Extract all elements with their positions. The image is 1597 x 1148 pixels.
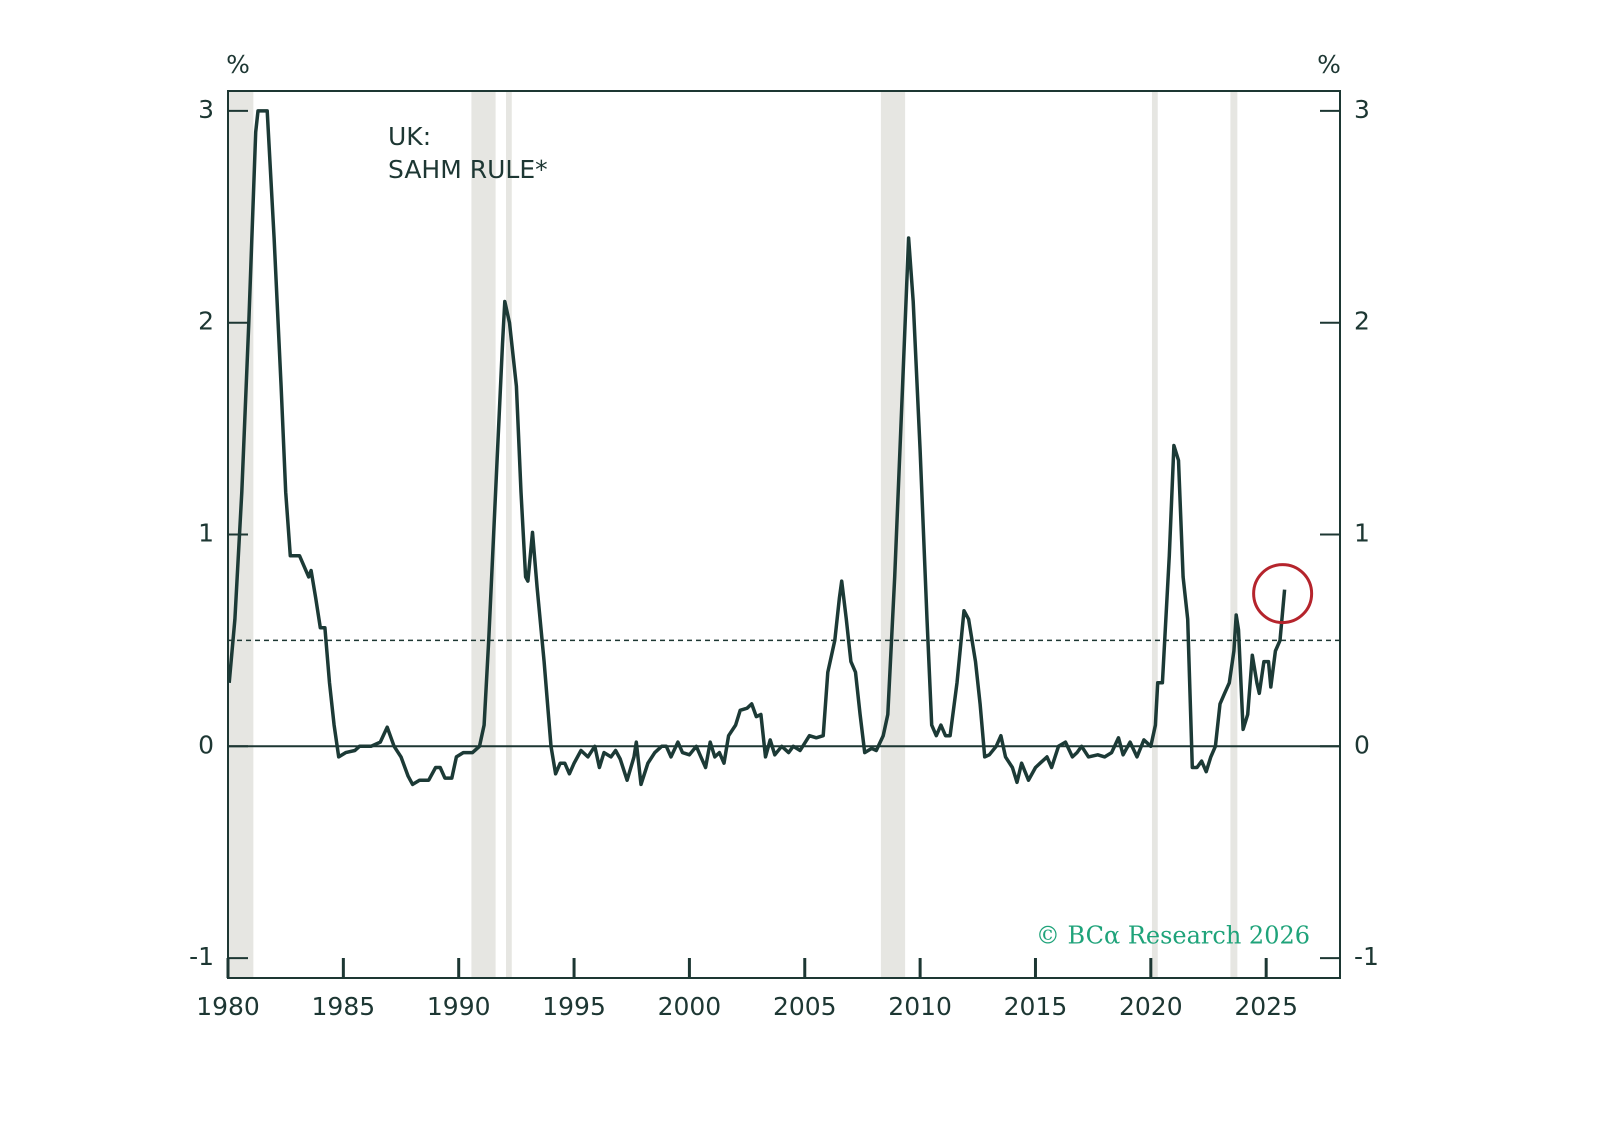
y2-tick-label: 0 (1354, 730, 1370, 759)
x-tick-label: 2025 (1234, 992, 1298, 1021)
x-tick-label: 1980 (196, 992, 260, 1021)
x-tick-label: 1985 (312, 992, 376, 1021)
y2-tick-label: 2 (1354, 307, 1370, 336)
recession-band (1230, 91, 1238, 978)
x-tick-label: 2020 (1119, 992, 1183, 1021)
y-unit: % (226, 50, 250, 79)
x-tick-label: 1995 (542, 992, 606, 1021)
y2-tick-label: -1 (1354, 942, 1379, 971)
y2-tick-label: 1 (1354, 519, 1370, 548)
recessions (228, 91, 1238, 978)
y-tick-label: 3 (198, 95, 214, 124)
y-tick-label: -1 (189, 942, 214, 971)
chart-title: UK: (388, 122, 431, 151)
y-tick-label: 2 (198, 307, 214, 336)
x-tick-label: 2005 (773, 992, 837, 1021)
y2-unit: % (1317, 50, 1341, 79)
recession-band (880, 91, 906, 978)
recession-band (471, 91, 496, 978)
x-tick-label: 2000 (658, 992, 722, 1021)
recession-band (1151, 91, 1158, 978)
highlight-circle (1252, 563, 1314, 625)
plot-frame (227, 90, 1341, 979)
recession-band (506, 91, 512, 978)
chart-title: SAHM RULE* (388, 155, 548, 184)
source: © BCα Research 2026 (1036, 922, 1310, 950)
x-tick-label: 1990 (427, 992, 491, 1021)
x-tick-label: 2010 (888, 992, 952, 1021)
series-line (227, 109, 1287, 787)
y-tick-label: 1 (198, 519, 214, 548)
y2-tick-label: 3 (1354, 95, 1370, 124)
y-tick-label: 0 (198, 730, 214, 759)
x-tick-label: 2015 (1004, 992, 1068, 1021)
